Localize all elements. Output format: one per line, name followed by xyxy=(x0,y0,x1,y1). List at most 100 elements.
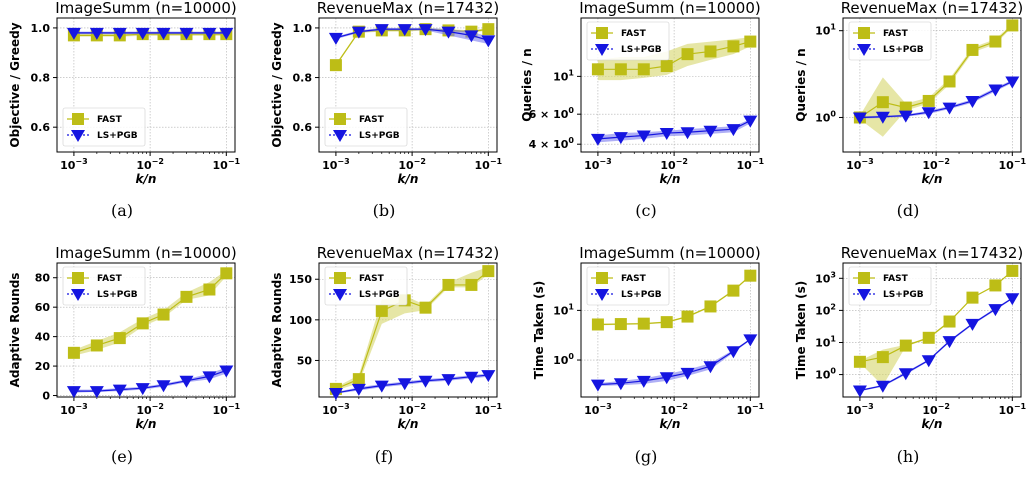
legend-label: FAST xyxy=(883,274,909,284)
y-axis-label: Queries / n xyxy=(520,48,534,121)
data-point xyxy=(943,315,956,328)
y-tick-label: 20 xyxy=(35,360,51,373)
x-tick-label: 10−3 xyxy=(322,402,350,417)
data-point xyxy=(179,375,194,388)
data-point xyxy=(465,278,478,291)
data-point xyxy=(1006,264,1019,277)
data-point xyxy=(202,27,217,40)
data-point xyxy=(135,27,150,40)
data-point xyxy=(179,27,194,40)
data-point xyxy=(328,32,343,45)
x-tick-label: 10−1 xyxy=(213,157,241,172)
legend-label: LS+PGB xyxy=(883,290,924,300)
y-tick-label: 101 xyxy=(815,23,836,38)
data-point xyxy=(482,23,495,36)
x-axis-label: k/n xyxy=(660,172,681,186)
chart-panel: 10−3 10−2 10−1 4 × 100 6 × 100 101 ImageSumm (… xyxy=(520,0,765,186)
y-tick-label: 100 xyxy=(815,109,836,124)
y-axis-label: Time Taken (s) xyxy=(532,281,546,379)
data-point xyxy=(966,43,979,56)
y-tick-label: 103 xyxy=(815,270,836,285)
plot-frame xyxy=(842,262,1022,398)
legend: FAST LS+PGB xyxy=(62,107,146,147)
data-point xyxy=(989,35,1002,48)
legend: FAST LS+PGB xyxy=(586,266,670,306)
data-point xyxy=(744,269,757,282)
chart-title: ImageSumm (n=10000) xyxy=(55,0,237,17)
data-point xyxy=(966,291,979,304)
data-point xyxy=(703,125,718,138)
data-point xyxy=(397,378,412,391)
panel-caption: (f) xyxy=(375,447,393,466)
legend-label: FAST xyxy=(883,29,909,39)
legend: FAST LS+PGB xyxy=(62,266,146,306)
y-axis-label: Objective / Greedy xyxy=(270,22,284,147)
data-point xyxy=(727,284,740,297)
legend-label: LS+PGB xyxy=(359,290,400,300)
x-axis-label: k/n xyxy=(136,172,157,186)
chart-title: RevenueMax (n=17432) xyxy=(841,0,1024,17)
chart-title: RevenueMax (n=17432) xyxy=(317,0,500,17)
data-point xyxy=(442,278,455,291)
x-tick-label: 10−3 xyxy=(584,157,612,172)
y-tick-label: 0.8 xyxy=(31,72,51,85)
y-tick-label: 6 × 100 xyxy=(529,106,575,121)
panel-caption: (a) xyxy=(111,201,133,220)
data-point xyxy=(660,60,673,73)
data-point xyxy=(681,48,694,61)
x-tick-label: 10−1 xyxy=(737,402,765,417)
data-point xyxy=(876,351,889,364)
legend-square-marker xyxy=(72,272,84,284)
y-axis-label: Objective / Greedy xyxy=(8,22,22,147)
confidence-band xyxy=(597,338,751,386)
data-point xyxy=(135,383,150,396)
data-point xyxy=(922,331,935,344)
y-tick-label: 101 xyxy=(553,302,574,317)
data-point xyxy=(875,380,890,393)
data-point xyxy=(590,133,605,146)
data-point xyxy=(852,112,867,125)
y-tick-label: 0.8 xyxy=(293,72,313,85)
x-tick-label: 10−2 xyxy=(398,402,426,417)
y-tick-label: 100 xyxy=(815,367,836,382)
plot-frame xyxy=(56,262,236,398)
chart-panel: 10−3 10−2 10−1 0.6 0.8 1.0 ImageSumm (n=10000)… xyxy=(8,0,241,186)
data-point xyxy=(743,115,758,128)
data-point xyxy=(727,40,740,53)
data-point xyxy=(219,27,234,40)
data-point xyxy=(136,317,149,330)
data-point xyxy=(681,310,694,323)
chart-panel: 10−3 10−2 10−1 50 100 150 RevenueMax (n=17432)… xyxy=(270,244,503,431)
data-point xyxy=(156,380,171,393)
data-point xyxy=(375,304,388,317)
x-axis-label: k/n xyxy=(922,172,943,186)
data-point xyxy=(481,370,496,383)
data-point xyxy=(591,63,604,76)
data-point xyxy=(418,375,433,388)
data-point xyxy=(374,24,389,37)
y-tick-label: 60 xyxy=(35,301,51,314)
x-tick-label: 10−1 xyxy=(475,157,503,172)
y-tick-label: 102 xyxy=(815,302,836,317)
x-axis-label: k/n xyxy=(922,417,943,431)
plot-frame xyxy=(318,262,498,398)
data-point xyxy=(875,111,890,124)
x-tick-label: 10−2 xyxy=(398,157,426,172)
y-tick-label: 101 xyxy=(553,68,574,83)
x-tick-label: 10−3 xyxy=(322,157,350,172)
legend-label: LS+PGB xyxy=(883,45,924,55)
data-point xyxy=(704,45,717,58)
plot-frame xyxy=(580,262,760,398)
panel-caption: (c) xyxy=(635,201,656,220)
data-point xyxy=(66,386,81,399)
data-point xyxy=(67,346,80,359)
legend-label: FAST xyxy=(97,115,123,125)
y-axis-label: Adaptive Rounds xyxy=(270,273,284,388)
data-point xyxy=(921,107,936,120)
data-point xyxy=(482,265,495,278)
x-tick-label: 10−2 xyxy=(660,402,688,417)
chart-panel: 10−3 10−2 10−1 0.6 0.8 1.0 RevenueMax (n=17432… xyxy=(270,0,503,186)
data-point xyxy=(989,279,1002,292)
data-point xyxy=(328,387,343,400)
